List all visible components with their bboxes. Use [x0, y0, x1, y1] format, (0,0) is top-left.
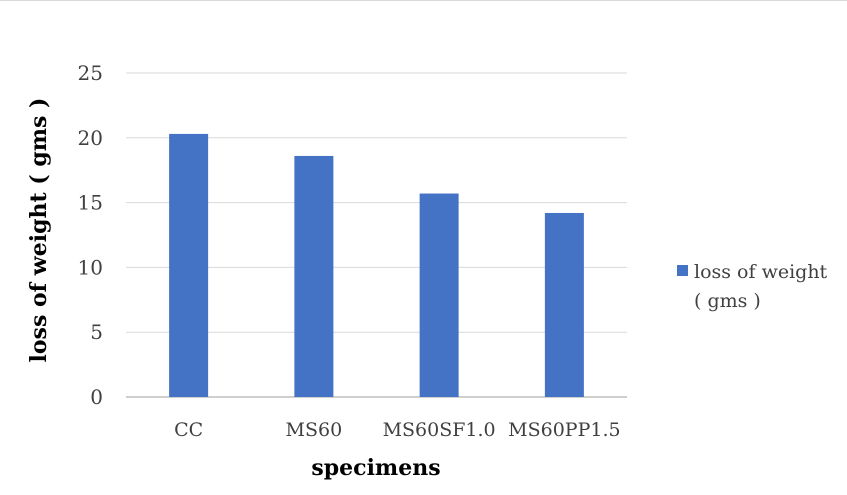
y-tick-label: 10 [78, 255, 103, 279]
legend-label-line1: loss of weight [694, 261, 828, 283]
y-axis-title: loss of weight ( gms ) [26, 98, 52, 363]
bars [169, 133, 584, 398]
y-tick-label: 20 [78, 126, 103, 150]
bar [169, 133, 209, 398]
gridlines [126, 72, 627, 398]
y-axis-ticks: 0 5 10 15 20 25 [78, 61, 103, 409]
y-tick-label: 5 [90, 320, 103, 344]
x-tick-label: MS60PP1.5 [508, 419, 620, 441]
bar [544, 212, 584, 397]
x-tick-label: MS60 [286, 419, 343, 441]
bar [419, 193, 459, 397]
x-tick-label: MS60SF1.0 [383, 419, 496, 441]
x-tick-label: CC [174, 419, 203, 441]
legend-label-line2: ( gms ) [694, 290, 761, 312]
legend-swatch [677, 265, 688, 276]
y-tick-label: 15 [78, 191, 103, 215]
top-border [0, 0, 847, 1]
legend: loss of weight ( gms ) [677, 261, 828, 312]
y-tick-label: 25 [78, 61, 103, 85]
x-axis-ticks: CC MS60 MS60SF1.0 MS60PP1.5 [174, 419, 621, 441]
bar [294, 155, 334, 397]
x-axis-title: specimens [311, 455, 440, 481]
y-tick-label: 0 [90, 385, 103, 409]
